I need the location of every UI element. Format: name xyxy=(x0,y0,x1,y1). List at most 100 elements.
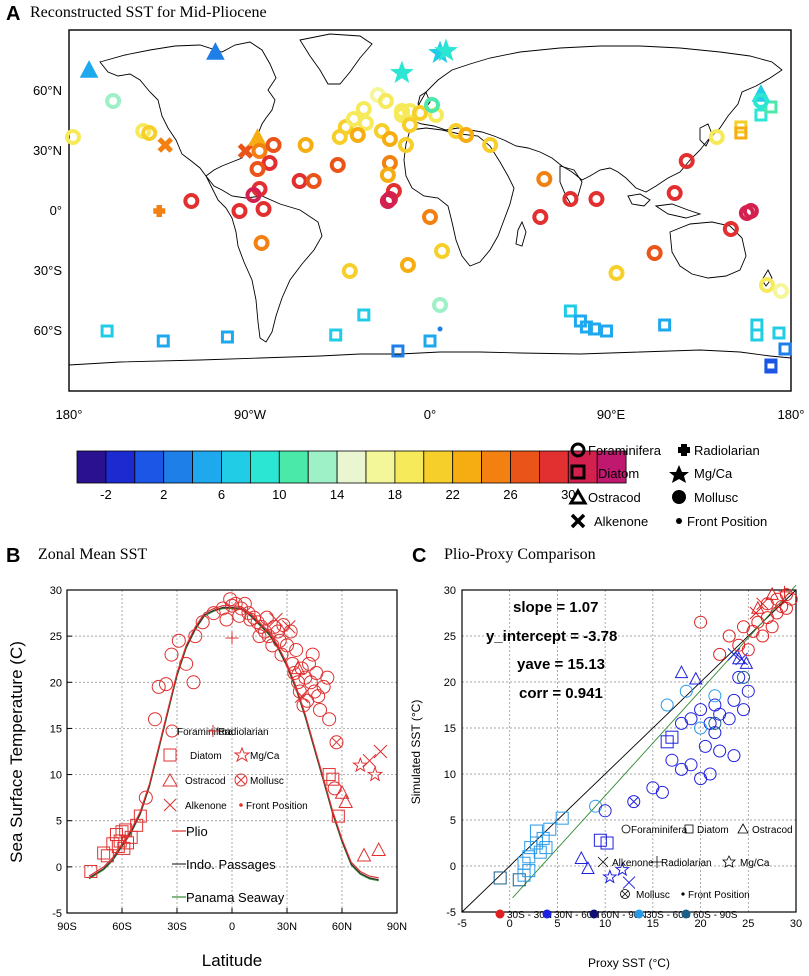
colorbar-segment xyxy=(105,450,136,484)
map-point xyxy=(373,123,390,139)
legend-label: Mollusc xyxy=(636,890,670,901)
colorbar-segment xyxy=(192,450,222,484)
data-point xyxy=(522,850,536,864)
map-legend: Foraminifera Radiolarian Diatom Mg/Ca Os… xyxy=(568,442,767,529)
legend-label: Ostracod xyxy=(588,490,641,505)
data-point xyxy=(741,643,755,657)
data-point xyxy=(219,612,234,627)
data-point xyxy=(307,684,322,699)
map-lon-ticks: 180° 90°W 0° 90°E 180° xyxy=(56,407,805,422)
data-point xyxy=(741,684,755,698)
lat-tick: 60°N xyxy=(33,83,62,98)
panel-b-points xyxy=(84,592,388,878)
data-point xyxy=(179,656,194,671)
legend-mgca-icon xyxy=(233,746,251,763)
data-point xyxy=(329,735,344,750)
data-point xyxy=(305,647,320,662)
data-point xyxy=(674,762,688,776)
data-point xyxy=(722,629,736,643)
map-point xyxy=(764,360,778,374)
map-point xyxy=(79,60,99,78)
data-point xyxy=(665,730,679,744)
data-point xyxy=(536,831,550,845)
data-point xyxy=(84,864,98,878)
legend-alkenone-icon xyxy=(163,798,177,812)
data-point xyxy=(627,795,641,809)
data-point xyxy=(703,767,717,781)
legend-label: Radiolarian xyxy=(661,858,712,869)
data-point xyxy=(366,765,384,782)
legend-radiolarian-icon xyxy=(207,725,219,737)
series-line xyxy=(88,605,379,879)
map-point xyxy=(65,129,82,145)
map-point xyxy=(401,117,418,133)
y-tick-label: -5 xyxy=(446,907,456,919)
y-tick-label: 5 xyxy=(450,815,456,827)
data-point xyxy=(574,850,589,864)
map-point xyxy=(291,173,308,189)
x-tick-label: -5 xyxy=(457,918,467,930)
legend-front-position-icon xyxy=(676,518,682,524)
y-tick-label: 30 xyxy=(50,585,62,597)
legend-label: Mg/Ca xyxy=(250,751,280,762)
map-point xyxy=(599,324,613,338)
legend-label: Front Position xyxy=(687,514,767,529)
legend-label: Front Position xyxy=(246,801,308,812)
map-point xyxy=(157,137,174,153)
map-point xyxy=(758,277,775,293)
map-point xyxy=(536,171,553,187)
panel-c-legend: Foraminifera Diatom Ostracod Alkenone Ra… xyxy=(597,823,793,901)
map-point xyxy=(100,324,114,338)
y-tick-label: 20 xyxy=(444,677,456,689)
legend-label: Mollusc xyxy=(250,776,284,787)
colorbar-segment xyxy=(307,450,338,484)
y-tick-label: 15 xyxy=(444,723,456,735)
colorbar-label: 2 xyxy=(160,487,167,502)
panel-c-letter: C xyxy=(412,545,426,567)
legend-line-label: Panama Seaway xyxy=(186,890,285,905)
data-point xyxy=(732,670,746,684)
map-point xyxy=(722,221,739,237)
legend-mollusc-icon xyxy=(234,773,248,787)
lat-tick: 0° xyxy=(50,203,62,218)
panel-c: C Plio-Proxy Comparison -5 0 5 10 15 20 25 30 -… xyxy=(409,545,802,970)
data-point xyxy=(679,684,693,698)
data-point xyxy=(665,753,679,767)
legend-label: Ostracod xyxy=(185,776,226,787)
lon-tick: 90°W xyxy=(234,407,267,422)
data-point xyxy=(708,689,722,703)
lon-tick: 0° xyxy=(424,407,436,422)
data-point xyxy=(784,592,798,606)
colorbar-segment xyxy=(134,450,165,484)
data-point xyxy=(674,665,689,679)
map-point xyxy=(562,191,579,207)
map-point xyxy=(237,143,254,159)
panel-a: A Reconstructed SST for Mid-Pliocene xyxy=(6,3,804,529)
legend-foraminifera-icon xyxy=(165,724,179,738)
x-tick-label: 90S xyxy=(57,921,77,933)
series-line xyxy=(88,607,379,882)
y-tick-label: 0 xyxy=(56,862,62,874)
band-swatch xyxy=(681,909,691,919)
data-point xyxy=(237,596,252,611)
colorbar-segment xyxy=(394,450,425,484)
colorbar-label: -2 xyxy=(100,487,112,502)
map-point xyxy=(608,265,625,281)
colorbar-segment xyxy=(221,450,251,484)
data-point xyxy=(694,703,708,717)
data-point xyxy=(765,586,779,600)
panel-b-title: Zonal Mean SST xyxy=(38,546,148,563)
legend-mollusc-cross-icon xyxy=(621,890,629,898)
map-point xyxy=(183,193,200,209)
panel-c-y-ticks: -5 0 5 10 15 20 25 30 xyxy=(444,585,456,919)
legend-label: Foraminifera xyxy=(631,825,688,836)
stat-intercept: y_intercept = -3.78 xyxy=(486,628,617,645)
legend-mollusc-icon xyxy=(672,490,686,504)
data-point xyxy=(779,588,793,602)
panel-b: B Zonal Mean SST -5 0 5 10 15 20 25 30 90S 60S 30… xyxy=(6,545,407,970)
data-point xyxy=(267,619,282,634)
map-point xyxy=(261,155,278,171)
band-swatch xyxy=(495,909,505,919)
data-point xyxy=(247,610,261,625)
data-point xyxy=(581,861,595,875)
